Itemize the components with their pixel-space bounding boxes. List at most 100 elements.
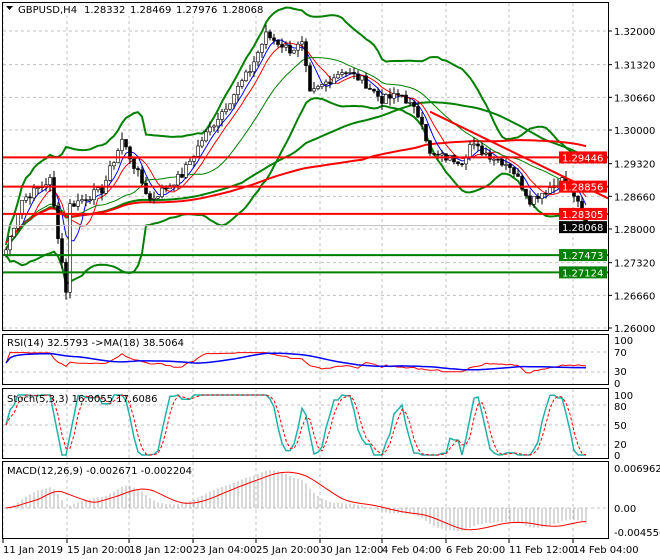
rsi-pane[interactable] bbox=[5, 352, 587, 374]
level-price-tag bbox=[559, 151, 607, 164]
level-price-tag bbox=[559, 249, 607, 262]
macd-axis-label: 0.006962 bbox=[614, 464, 660, 475]
price-axis-label: 1.28660 bbox=[614, 192, 655, 203]
candle-bear bbox=[364, 75, 368, 89]
rsi-axis-label: 100 bbox=[614, 336, 633, 347]
candle-bull bbox=[484, 152, 488, 155]
candle-bear bbox=[72, 203, 76, 207]
candle-bull bbox=[468, 144, 472, 158]
candle-bear bbox=[416, 106, 420, 118]
time-axis-label: 14 Feb 04:00 bbox=[573, 545, 639, 556]
macd-label: MACD(12,26,9) -0.002671 -0.002204 bbox=[7, 466, 192, 477]
level-price-label: 1.29446 bbox=[562, 153, 603, 164]
candle-bull bbox=[212, 125, 216, 128]
candle-bull bbox=[392, 93, 396, 99]
time-axis-label: 6 Feb 20:00 bbox=[446, 545, 505, 556]
candle-bear bbox=[496, 158, 500, 161]
stoch-axis-label: 100 bbox=[614, 391, 633, 402]
candle-bear bbox=[432, 153, 436, 155]
candle-bear bbox=[140, 169, 144, 184]
candle-bear bbox=[356, 73, 360, 81]
candle-bull bbox=[16, 214, 20, 229]
candle-bull bbox=[224, 108, 228, 113]
level-price-label: 1.28305 bbox=[562, 210, 603, 221]
candle-bull bbox=[384, 94, 388, 104]
axes: 1.32000 1.31320 1.30660 1.30000 1.29320 1.286… bbox=[2, 27, 660, 556]
rsi-line bbox=[5, 352, 587, 374]
candle-bear bbox=[328, 81, 332, 84]
candle-bull bbox=[256, 52, 260, 63]
price-axis-label: 1.30660 bbox=[614, 93, 655, 104]
candle-bear bbox=[352, 72, 356, 75]
candle-bull bbox=[252, 61, 256, 72]
candle-bull bbox=[68, 203, 72, 293]
time-axis-label: 4 Feb 04:00 bbox=[382, 545, 441, 556]
macd-pane[interactable] bbox=[5, 469, 587, 531]
grid bbox=[2, 3, 608, 538]
candle-bear bbox=[544, 192, 548, 195]
stoch-label: Stoch(5,3,3) 16.0055 17.6086 bbox=[7, 394, 158, 405]
candle-bear bbox=[180, 174, 184, 178]
time-axis-label: 25 Jan 20:00 bbox=[256, 545, 319, 556]
candle-bull bbox=[188, 160, 192, 165]
candle-bull bbox=[240, 80, 244, 87]
time-axis-label: 11 Jan 2019 bbox=[3, 545, 63, 556]
candle-bear bbox=[288, 44, 292, 54]
candle-bull bbox=[20, 200, 24, 215]
candle-bull bbox=[296, 43, 300, 51]
candle-bear bbox=[512, 167, 516, 175]
macd-signal-line bbox=[5, 471, 587, 531]
candle-bull bbox=[332, 77, 336, 84]
ohlc-open: 1.28332 bbox=[84, 5, 125, 16]
candle-bear bbox=[400, 94, 404, 97]
candle-bull bbox=[24, 196, 28, 201]
price-axis-label: 1.26660 bbox=[614, 291, 655, 302]
header-background bbox=[4, 3, 270, 16]
candle-bear bbox=[420, 116, 424, 125]
candle-bull bbox=[96, 187, 100, 191]
candle-bear bbox=[488, 152, 492, 160]
main-price-pane[interactable] bbox=[3, 6, 609, 300]
candle-bear bbox=[388, 94, 392, 99]
candle-bull bbox=[472, 143, 476, 146]
candle-bear bbox=[476, 143, 480, 147]
rsi-axis-label: 30 bbox=[614, 367, 627, 378]
candle-bull bbox=[264, 31, 268, 45]
stoch-axis-label: 80 bbox=[614, 402, 627, 413]
candle-bull bbox=[548, 187, 552, 194]
dropdown-triangle-icon[interactable] bbox=[6, 6, 13, 10]
candle-bull bbox=[236, 86, 240, 95]
candle-bear bbox=[144, 182, 148, 194]
level-price-tag bbox=[559, 180, 607, 193]
macd-axis-label: 0.00 bbox=[614, 504, 636, 515]
candle-bull bbox=[492, 158, 496, 161]
candle-bull bbox=[216, 119, 220, 127]
candle-bear bbox=[280, 44, 284, 48]
candle-bull bbox=[204, 131, 208, 142]
candle-bull bbox=[336, 74, 340, 79]
candle-bear bbox=[436, 153, 440, 156]
candle-bear bbox=[536, 195, 540, 199]
price-axis-label: 1.31320 bbox=[614, 61, 655, 72]
candle-bear bbox=[304, 41, 308, 66]
candle-bull bbox=[80, 199, 84, 202]
rsi-axis-label: 70 bbox=[614, 348, 627, 359]
candle-bear bbox=[524, 188, 528, 197]
price-axis-label: 1.29320 bbox=[614, 160, 655, 171]
candle-bull bbox=[540, 192, 544, 199]
candle-bull bbox=[196, 145, 200, 157]
candle-bull bbox=[108, 165, 112, 181]
ohlc-high: 1.28469 bbox=[130, 5, 171, 16]
candle-bull bbox=[220, 111, 224, 120]
candle-bear bbox=[456, 161, 460, 164]
candle-bull bbox=[248, 71, 252, 73]
chart-header: GBPUSD,H4 1.28332 1.28469 1.27976 1.2806… bbox=[4, 3, 270, 16]
candle-bull bbox=[160, 187, 164, 197]
candle-bull bbox=[340, 72, 344, 75]
stochastic-pane[interactable] bbox=[5, 394, 587, 456]
candle-bear bbox=[520, 176, 524, 190]
stoch-axis-label: 20 bbox=[614, 440, 627, 451]
price-axis-label: 1.28000 bbox=[614, 225, 655, 236]
candle-bear bbox=[100, 187, 104, 194]
